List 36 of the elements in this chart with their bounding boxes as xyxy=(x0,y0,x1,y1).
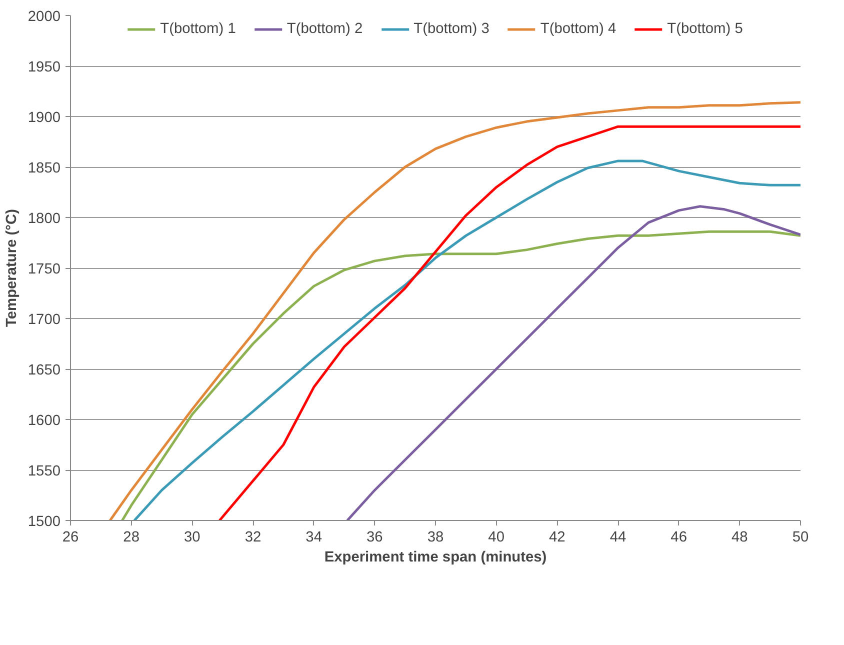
y-tick-label: 1700 xyxy=(28,312,61,328)
legend-label: T(bottom) 2 xyxy=(286,21,363,37)
legend-label: T(bottom) 1 xyxy=(160,21,236,37)
y-tick-label: 1600 xyxy=(28,413,61,429)
x-tick-label: 28 xyxy=(123,530,140,546)
x-tick-label: 46 xyxy=(670,530,687,546)
x-tick-label: 38 xyxy=(427,530,444,546)
y-tick-label: 1500 xyxy=(28,514,61,530)
y-tick-label: 1750 xyxy=(28,262,61,278)
legend-label: T(bottom) 3 xyxy=(414,21,490,37)
x-tick-label: 34 xyxy=(306,530,322,546)
line-series xyxy=(218,125,800,520)
x-tick-label: 32 xyxy=(244,530,262,546)
line-series xyxy=(120,230,800,520)
legend-label: T(bottom) 5 xyxy=(667,21,743,37)
y-tick-label: 1650 xyxy=(28,362,61,378)
line-series xyxy=(346,205,800,520)
x-tick-label: 50 xyxy=(792,530,809,546)
x-tick-label: 30 xyxy=(184,530,200,546)
x-tick-label: 44 xyxy=(610,530,626,546)
line-series xyxy=(133,160,800,520)
x-axis-title: Experiment time span (minutes) xyxy=(324,550,547,566)
y-tick-label: 1900 xyxy=(28,110,61,126)
legend-label: T(bottom) 4 xyxy=(540,21,616,37)
y-tick-label: 1950 xyxy=(28,60,61,76)
x-tick-label: 42 xyxy=(549,530,566,546)
y-axis-title: Temperature (°C) xyxy=(4,208,20,327)
x-tick-label: 36 xyxy=(366,530,383,546)
x-tick-label: 48 xyxy=(732,530,748,546)
x-tick-label: 40 xyxy=(488,530,504,546)
y-tick-label: 1800 xyxy=(28,211,61,227)
y-tick-label: 2000 xyxy=(28,9,61,25)
y-tick-label: 1850 xyxy=(28,160,61,176)
line-series xyxy=(108,101,800,520)
y-tick-label: 1550 xyxy=(28,464,61,480)
x-tick-label: 26 xyxy=(62,530,79,546)
